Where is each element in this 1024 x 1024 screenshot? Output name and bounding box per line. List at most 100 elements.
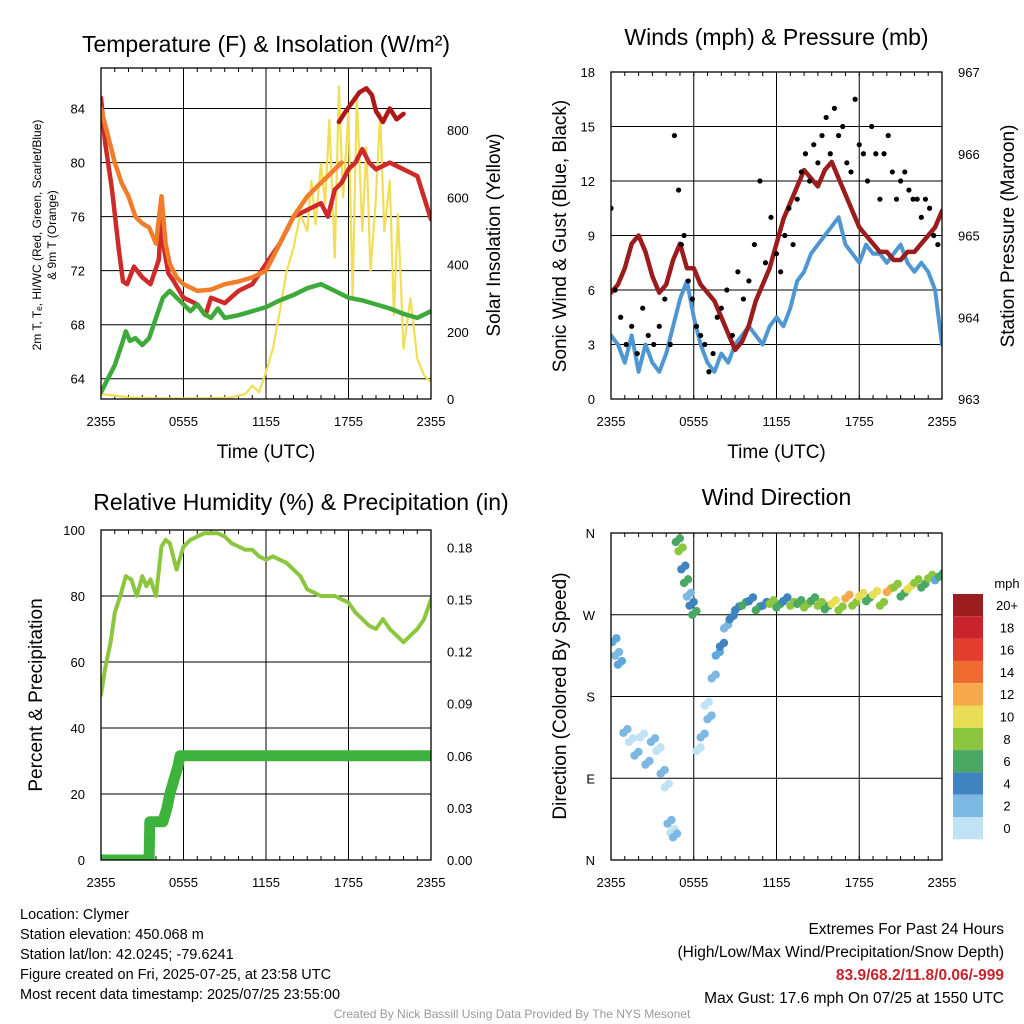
- direction-point: [796, 596, 806, 605]
- insolation-y-tick-label: 600: [447, 190, 469, 205]
- direction-y-tick-label: W: [583, 608, 596, 623]
- precipitation-line: [101, 750, 431, 860]
- gust-point: [831, 105, 838, 111]
- wind-x-tick-label: 2355: [928, 414, 957, 429]
- dir-x-tick-label: 2355: [597, 875, 626, 890]
- rh-y-tick-label: 80: [71, 589, 85, 604]
- precip-y-tick-label: 0.00: [447, 853, 472, 868]
- direction-point: [650, 734, 660, 743]
- gust-point: [807, 178, 813, 184]
- gust-point: [718, 305, 724, 311]
- gust-point: [640, 305, 646, 311]
- gust-point: [815, 160, 821, 166]
- gust-point: [819, 132, 825, 139]
- gust-point: [782, 232, 788, 239]
- direction-point: [704, 697, 713, 707]
- rh-border: [100, 529, 432, 861]
- gust-point: [852, 96, 858, 102]
- gust-point: [798, 169, 804, 175]
- temperature-chart-title: Temperature (F) & Insolation (W/m²): [82, 31, 450, 57]
- temp-x-tick-label: 1755: [334, 414, 363, 429]
- direction-point: [707, 711, 716, 720]
- direction-point: [748, 593, 758, 602]
- insolation-line: [101, 85, 431, 399]
- rh-y-axis-label: Percent & Precipitation: [26, 598, 47, 791]
- wind-y-tick-label: 6: [588, 283, 595, 298]
- gust-point: [906, 187, 912, 193]
- direction-point: [783, 593, 792, 602]
- direction-series: [611, 534, 942, 842]
- gust-point: [667, 341, 673, 348]
- speed-legend-swatch: [953, 705, 983, 728]
- speed-legend-label: 4: [1003, 776, 1010, 791]
- temp-y-axis-label-2: & 9m T (Orange): [45, 190, 59, 280]
- gust-point: [612, 287, 618, 293]
- direction-point: [656, 743, 665, 752]
- direction-point: [879, 597, 889, 607]
- gust-point: [864, 178, 871, 184]
- temp-y-tick-label: 68: [71, 318, 85, 333]
- insolation-y-tick-label: 0: [447, 392, 454, 407]
- speed-legend-label: 8: [1003, 732, 1010, 747]
- gust-point: [918, 214, 924, 220]
- pressure-y-axis-label: Station Pressure (Maroon): [998, 125, 1019, 348]
- speed-legend-label: 6: [1003, 754, 1010, 769]
- max-gust: Max Gust: 17.6 mph On 07/25 at 1550 UTC: [704, 990, 1004, 1007]
- speed-legend-swatch: [953, 594, 983, 617]
- gust-point: [634, 350, 640, 357]
- gust-point: [926, 205, 933, 211]
- gust-point: [802, 151, 809, 157]
- humidity-chart-title: Relative Humidity (%) & Precipitation (i…: [93, 489, 508, 515]
- station-info: Location: Clymer Station elevation: 450.…: [20, 905, 340, 1005]
- direction-point: [617, 656, 627, 666]
- speed-legend: mph 20+ 18 16 14 12 10 8 6 4 2 0: [953, 576, 1020, 840]
- direction-point: [634, 747, 643, 757]
- gust-point: [931, 232, 937, 239]
- wind-y-tick-label: 0: [588, 392, 595, 407]
- direction-point: [700, 729, 709, 738]
- direction-point: [845, 590, 854, 599]
- gust-point: [914, 196, 920, 202]
- speed-legend-swatch: [953, 660, 983, 684]
- precip-y-tick-label: 0.12: [447, 645, 472, 660]
- direction-point: [667, 815, 676, 825]
- gust-point: [794, 196, 800, 202]
- wind-y-tick-label: 9: [588, 229, 595, 244]
- direction-point: [689, 597, 698, 607]
- speed-legend-label: 10: [1000, 710, 1014, 725]
- direction-y-tick-label: S: [586, 690, 595, 705]
- recent-data-timestamp: Most recent data timestamp: 2025/07/25 2…: [20, 987, 341, 1003]
- direction-point: [817, 597, 827, 607]
- temp-x-tick-label: 0555: [169, 414, 198, 429]
- direction-point: [672, 829, 682, 838]
- insolation-y-axis-label: Solar Insolation (Yellow): [484, 133, 505, 336]
- gust-point: [848, 169, 854, 175]
- direction-point: [678, 543, 687, 552]
- direction-point: [692, 606, 701, 616]
- direction-point: [623, 725, 632, 734]
- direction-point: [628, 734, 638, 743]
- sonic-wind-line: [611, 215, 942, 374]
- direction-point: [664, 779, 673, 788]
- dir-x-tick-label: 1155: [763, 875, 791, 890]
- pressure-y-tick-label: 964: [958, 310, 980, 325]
- direction-point: [681, 561, 690, 570]
- wind-x-tick-label: 1155: [763, 414, 791, 429]
- direction-point: [831, 596, 840, 605]
- gust-point: [757, 178, 763, 184]
- gust-point: [786, 205, 792, 211]
- direction-point: [614, 647, 624, 657]
- direction-point: [639, 729, 649, 738]
- speed-legend-swatch: [953, 794, 983, 817]
- direction-point: [859, 588, 868, 598]
- gust-point: [689, 296, 695, 302]
- direction-y-tick-label: E: [586, 771, 595, 786]
- gust-point: [773, 251, 780, 257]
- precip-y-tick-label: 0.18: [447, 540, 472, 555]
- direction-point: [711, 670, 720, 679]
- temp-x-axis-label: Time (UTC): [217, 442, 316, 463]
- wind-y-tick-label: 12: [581, 174, 595, 189]
- direction-point: [696, 743, 705, 752]
- gust-point: [840, 123, 846, 130]
- speed-legend-label: 20+: [996, 598, 1018, 613]
